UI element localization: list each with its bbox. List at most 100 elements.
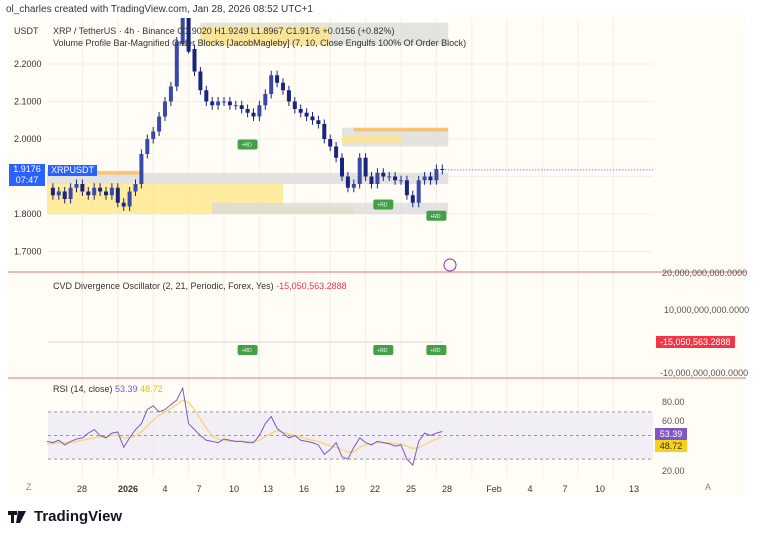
rsi-line: [46, 386, 443, 467]
candle-body: [216, 101, 221, 106]
rsi-axis-label: 60.00: [662, 416, 685, 426]
rsi-legend[interactable]: RSI (14, close) 53.39 48.72: [53, 384, 163, 394]
ohlc-high: H1.9249: [214, 26, 249, 36]
symbol-tag: XRPUSDT: [48, 165, 98, 176]
candle-body: [328, 139, 333, 147]
candle-body: [369, 176, 374, 184]
zoom-button[interactable]: Z: [26, 482, 32, 492]
candle-body: [92, 187, 97, 196]
candle-body: [80, 184, 85, 192]
lightning-icon: [443, 258, 457, 272]
rd-marker: [426, 210, 447, 221]
candle-body: [163, 101, 167, 117]
candle-body: [192, 49, 197, 72]
credit-text: ol_charles created with TradingView.com,…: [6, 4, 313, 15]
candle-body: [286, 90, 291, 102]
candle-body: [210, 101, 215, 106]
rd-marker: [373, 199, 394, 210]
rsi-title: RSI (14, close): [53, 384, 113, 394]
cvd-axis-label: 20,000,000,000.0000: [662, 268, 748, 278]
time-axis-label: 19: [335, 484, 345, 494]
candle-body: [428, 176, 433, 181]
cvd-legend[interactable]: CVD Divergence Oscillator (2, 21, Period…: [53, 281, 347, 291]
candle-body: [351, 184, 356, 188]
rsi-ma-value: 48.72: [140, 384, 163, 394]
candle-body: [316, 120, 321, 124]
candle-body: [269, 75, 274, 94]
candle-body: [174, 41, 179, 87]
auto-scale-button[interactable]: A: [705, 482, 712, 492]
time-axis-label: 25: [406, 484, 416, 494]
candle-body: [434, 169, 439, 181]
candle-body: [257, 105, 262, 117]
rsi-ma-value-tag: 48.72: [655, 440, 687, 452]
price-axis-label: 1.7000: [14, 247, 42, 257]
time-axis-label: 13: [263, 484, 273, 494]
candle-body: [399, 180, 403, 182]
price-axis-label: 1.8000: [14, 209, 42, 219]
ohlc-low: L1.8967: [250, 26, 284, 36]
rsi-axis-label: 80.00: [662, 397, 685, 407]
time-axis-label: 22: [370, 484, 380, 494]
time-axis-label: 16: [299, 484, 309, 494]
candle-body: [74, 184, 79, 188]
candle-body: [104, 191, 108, 196]
order-block-zone: [353, 127, 449, 132]
rd-marker-label: +RD: [377, 348, 388, 354]
candle-body: [145, 139, 150, 154]
rsi-value: 53.39: [115, 384, 138, 394]
order-block-indicator-legend[interactable]: Volume Profile Bar-Magnified Order Block…: [53, 38, 467, 48]
candle-body: [168, 86, 173, 102]
candle-body: [239, 105, 244, 109]
candle-body: [227, 101, 232, 106]
candle-body: [50, 187, 55, 196]
candle-body: [245, 109, 250, 113]
tradingview-logo-icon: [8, 510, 26, 523]
rsi-value-tag: 53.39: [655, 428, 687, 440]
rsi-axis-label: 20.00: [662, 466, 685, 476]
candle-body: [198, 71, 203, 91]
ohlc-change: +0.0156 (+0.82%): [322, 26, 395, 36]
time-axis-label: 4: [527, 484, 532, 494]
rd-marker-label: +RD: [430, 348, 441, 354]
candle-body: [180, 18, 185, 45]
chart-canvas[interactable]: 1.7000 1.8000 2.0000 2.1000 2.2000 +RD +RD +RD +…: [8, 18, 746, 496]
cvd-title: CVD Divergence Oscillator (2, 21, Period…: [53, 281, 274, 291]
time-axis-label: 2026: [118, 484, 138, 494]
time-axis-label: 10: [229, 484, 239, 494]
chart-frame[interactable]: 1.7000 1.8000 2.0000 2.1000 2.2000 +RD +RD +RD +…: [8, 18, 746, 496]
candle-body: [345, 176, 350, 188]
currency-label: USDT: [14, 26, 39, 36]
symbol-line[interactable]: XRP / TetherUS · 4h · Binance: [53, 26, 175, 36]
candle-body: [151, 131, 156, 139]
rd-marker: [426, 345, 447, 355]
rd-marker: [237, 139, 258, 150]
candle-body: [363, 157, 368, 177]
last-price: 1.9176: [13, 164, 41, 174]
candle-body: [139, 154, 144, 184]
rd-marker-label: +RD: [242, 143, 253, 149]
candle-body: [86, 191, 91, 196]
candle-body: [263, 94, 268, 106]
cvd-axis-label: 10,000,000,000.0000: [664, 305, 750, 315]
candle-body: [62, 191, 67, 199]
order-block-zone: [212, 202, 449, 214]
candle-body: [56, 191, 61, 196]
candle-body: [98, 187, 103, 192]
candle-body: [404, 180, 409, 196]
candle-body: [310, 116, 315, 121]
rd-marker-label: +RD: [430, 214, 441, 220]
order-block-zone: [200, 26, 331, 46]
bar-countdown: 07:47: [15, 175, 39, 185]
order-block-zone: [47, 206, 354, 214]
candle-body: [204, 90, 209, 102]
candle-body: [410, 195, 415, 203]
candle-body: [304, 112, 309, 117]
candle-body: [340, 157, 344, 177]
candle-body: [68, 187, 73, 199]
candle-body: [157, 116, 162, 132]
candle-body: [133, 184, 138, 192]
time-axis-label: 4: [162, 484, 167, 494]
candle-body: [422, 176, 427, 181]
candle-body: [334, 146, 339, 158]
